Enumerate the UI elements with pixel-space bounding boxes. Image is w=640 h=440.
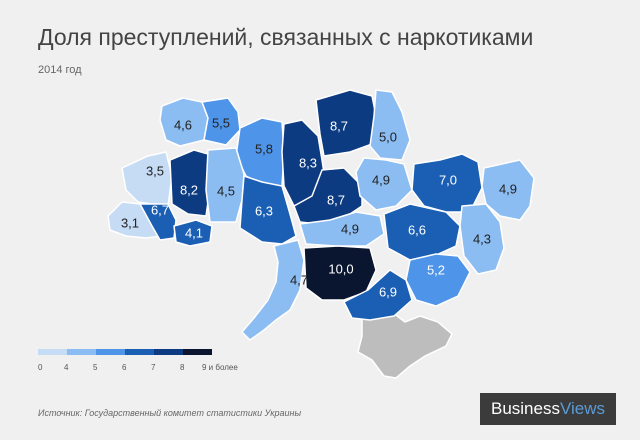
- label-luhansk: 4,9: [499, 181, 517, 196]
- label-rivne: 5,5: [212, 115, 230, 130]
- region-rivne[interactable]: [201, 97, 241, 146]
- label-chernihiv: 8,7: [330, 118, 348, 133]
- legend-tick: 8: [180, 363, 185, 372]
- source-note: Источник: Государственный комитет статис…: [38, 408, 302, 418]
- brand-part1: Business: [490, 399, 560, 418]
- legend-tick: 9 и более: [202, 363, 238, 372]
- legend-swatch: [154, 349, 183, 355]
- label-khmelnytskyi: 4,5: [217, 183, 235, 198]
- color-legend: 0 4 5 6 7 8 9 и более: [38, 349, 238, 377]
- legend-swatch: [183, 349, 212, 355]
- label-chernivtsi: 4,1: [185, 225, 203, 240]
- region-kirovohrad[interactable]: [299, 211, 385, 247]
- region-chernivtsi[interactable]: [173, 219, 213, 247]
- label-kharkiv: 7,0: [439, 172, 457, 187]
- map-subtitle: 2014 год: [38, 64, 82, 76]
- label-dnipropetrovsk: 6,6: [408, 222, 426, 237]
- brand-part2: Views: [559, 399, 606, 418]
- region-donetsk[interactable]: [459, 203, 505, 275]
- legend-tick: 5: [93, 363, 98, 372]
- region-kharkiv[interactable]: [411, 153, 483, 213]
- label-cherkasy: 8,7: [327, 192, 345, 207]
- crimea-region: [357, 311, 453, 379]
- region-kherson[interactable]: [343, 269, 413, 321]
- region-vinnytsia[interactable]: [239, 175, 297, 245]
- region-ivano-frankivsk[interactable]: [139, 203, 177, 241]
- label-zaporizhzhia: 5,2: [427, 262, 445, 277]
- brand-logo: Business Views: [480, 393, 616, 425]
- region-odesa[interactable]: [241, 239, 305, 341]
- label-kyiv: 8,3: [299, 155, 317, 170]
- label-vinnytsia: 6,3: [255, 203, 273, 218]
- region-dnipropetrovsk[interactable]: [383, 203, 461, 261]
- map-title: Доля преступлений, связанных с наркотика…: [38, 24, 534, 50]
- legend-tick: 6: [122, 363, 127, 372]
- label-lviv: 3,5: [146, 163, 164, 178]
- region-khmelnytskyi[interactable]: [205, 147, 245, 223]
- label-odesa: 4,7: [290, 272, 308, 287]
- region-sumy[interactable]: [369, 89, 411, 161]
- legend-swatch: [38, 349, 67, 355]
- region-poltava[interactable]: [355, 157, 413, 211]
- legend-ticks: 0 4 5 6 7 8 9 и более: [38, 363, 238, 377]
- legend-tick: 0: [38, 363, 43, 372]
- legend-swatches: [38, 349, 228, 355]
- label-ivano-frankivsk: 6,7: [151, 202, 169, 217]
- label-donetsk: 4,3: [473, 231, 491, 246]
- region-lviv[interactable]: [121, 151, 173, 207]
- label-zakarpattia: 3,1: [121, 215, 139, 230]
- label-mykolaiv: 10,0: [328, 261, 353, 276]
- region-luhansk[interactable]: [481, 159, 535, 221]
- legend-tick: 7: [151, 363, 156, 372]
- region-zaporizhzhia[interactable]: [405, 253, 471, 307]
- label-ternopil: 8,2: [180, 182, 198, 197]
- legend-tick: 4: [64, 363, 69, 372]
- label-kirovohrad: 4,9: [341, 221, 359, 236]
- label-zhytomyr: 5,8: [255, 141, 273, 156]
- label-volyn: 4,6: [174, 117, 192, 132]
- legend-swatch: [67, 349, 96, 355]
- legend-swatch: [96, 349, 125, 355]
- label-kherson: 6,9: [379, 284, 397, 299]
- legend-swatch: [125, 349, 154, 355]
- label-poltava: 4,9: [372, 172, 390, 187]
- label-sumy: 5,0: [379, 129, 397, 144]
